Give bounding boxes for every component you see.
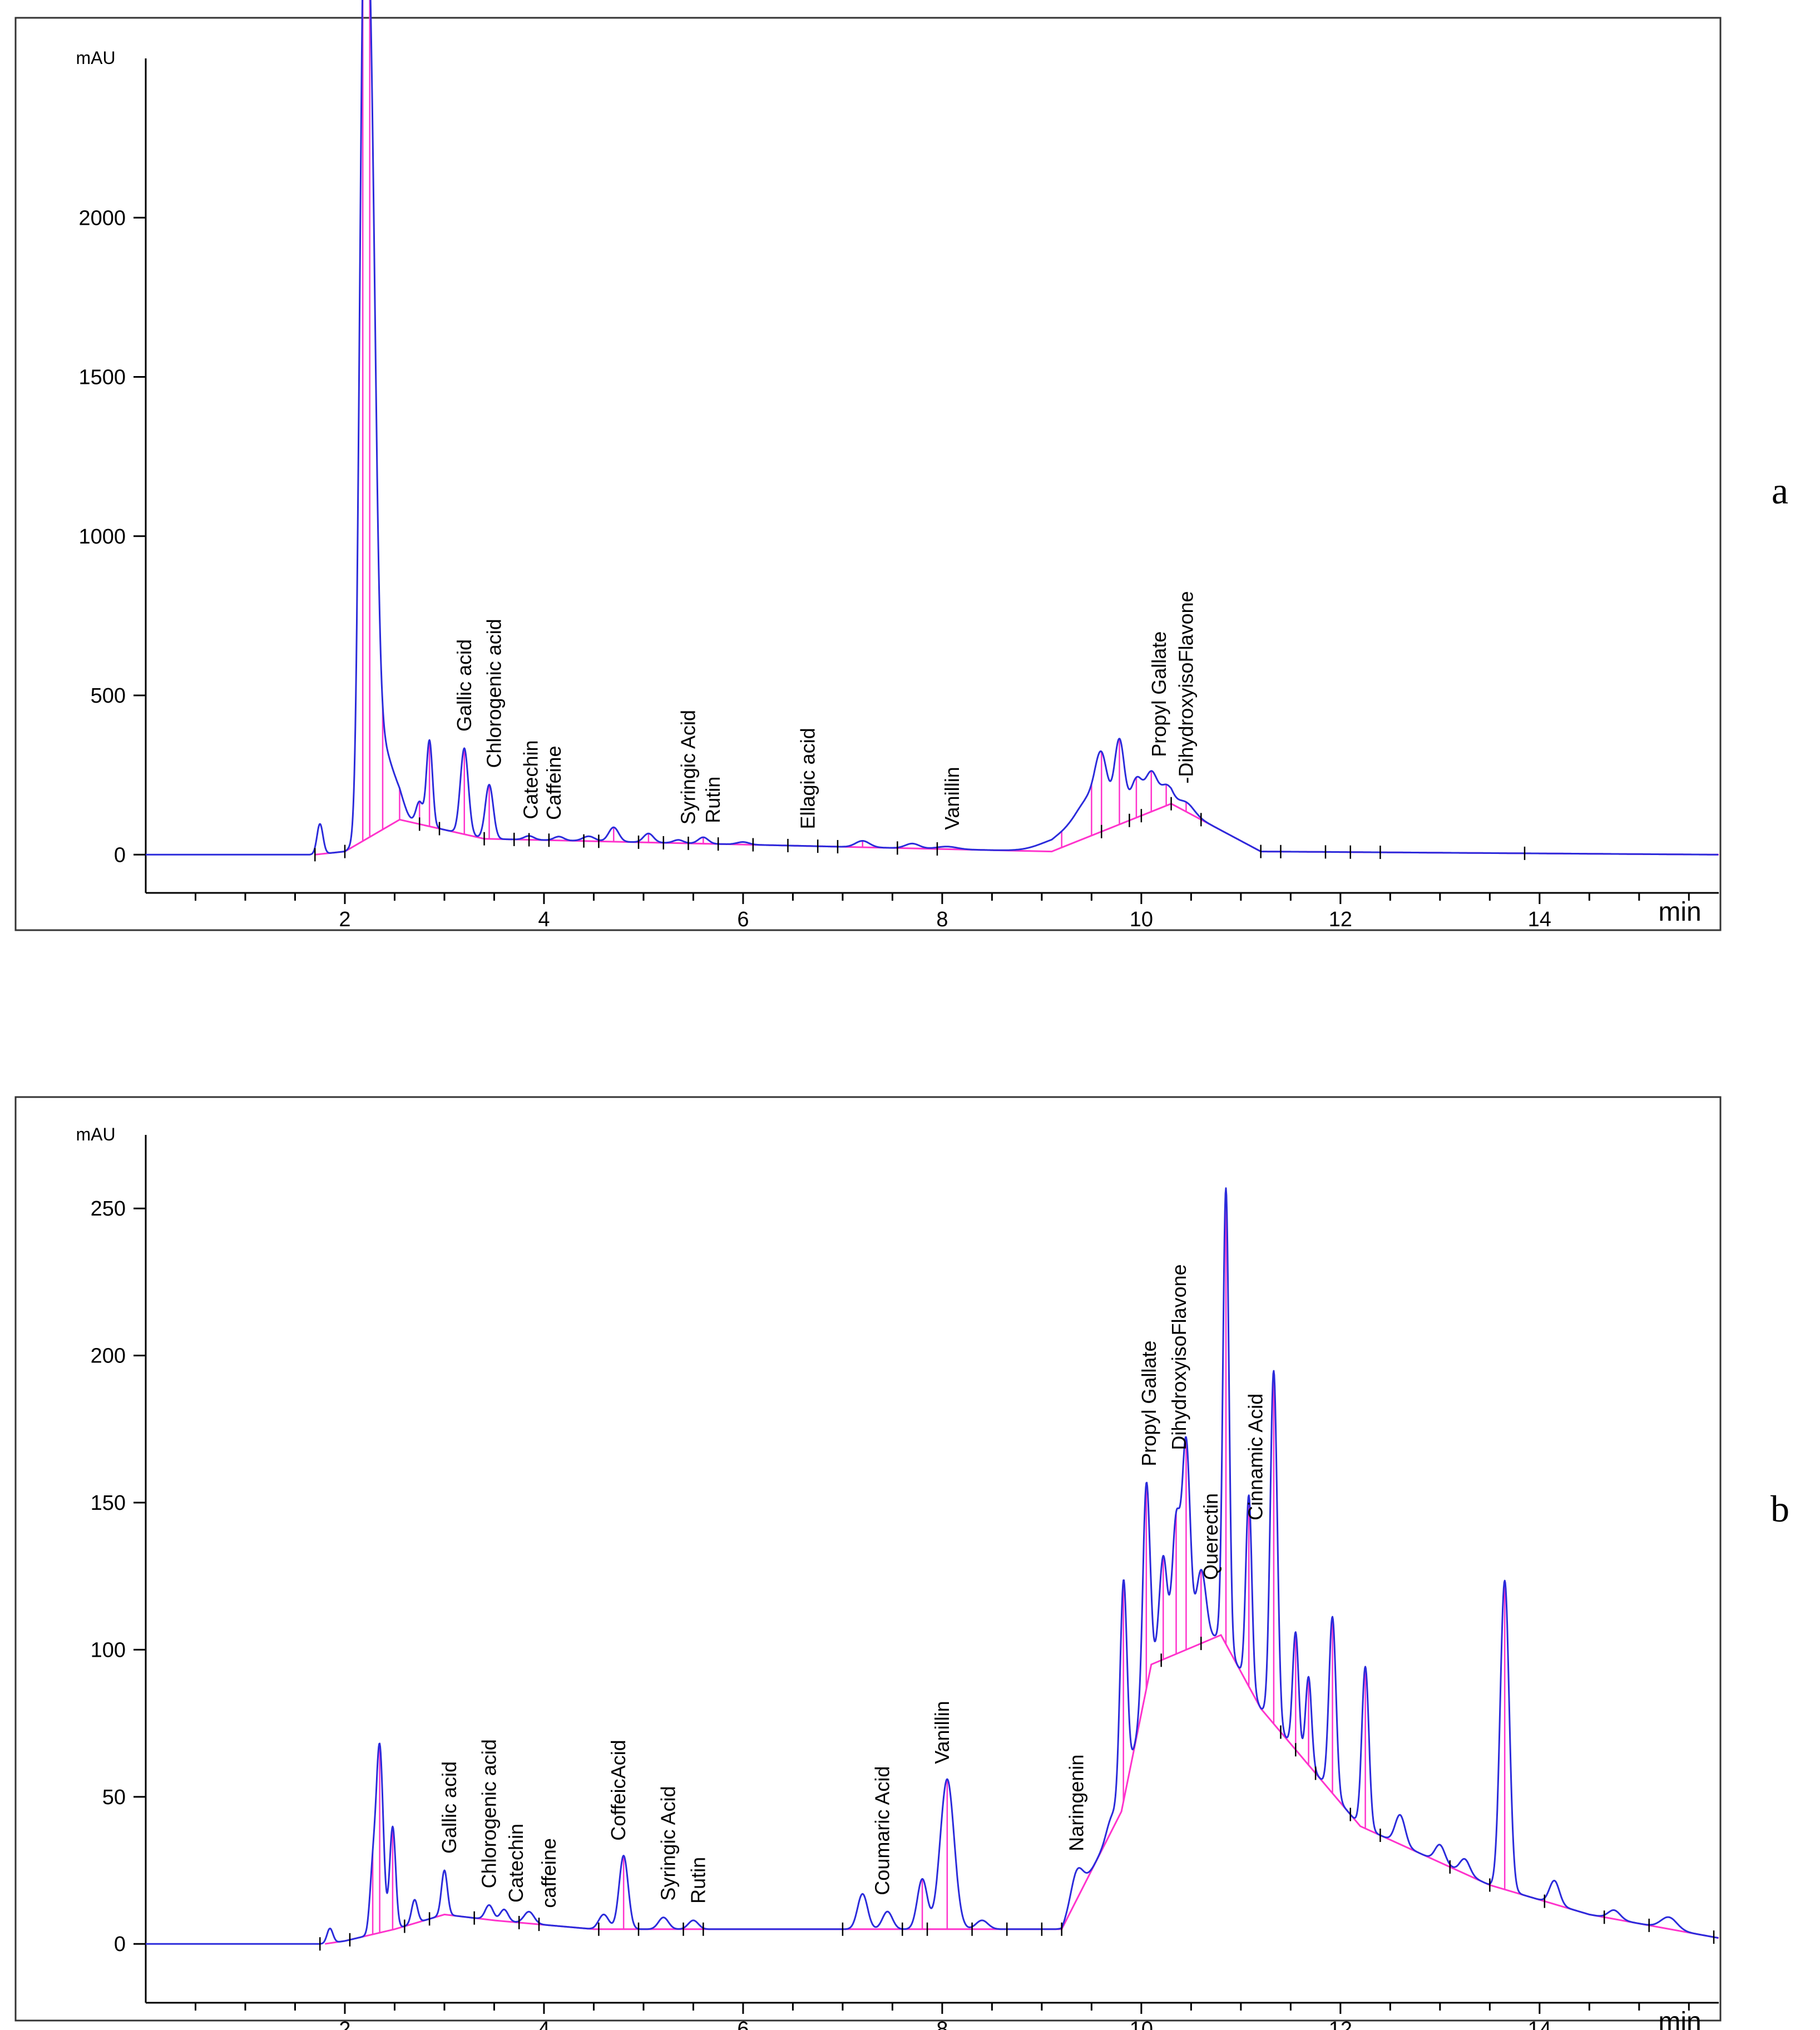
- y-axis-unit: mAU: [76, 1124, 115, 1144]
- peak-label: Propyl Gallate: [1138, 1341, 1160, 1466]
- x-tick-label: 6: [737, 2018, 749, 2030]
- x-tick-label: 12: [1329, 908, 1352, 931]
- x-tick-label: 2: [339, 908, 350, 931]
- peak-label: Vanillin: [941, 767, 963, 829]
- panel-a-frame: [14, 17, 1722, 931]
- peak-label: Cinnamic Acid: [1244, 1394, 1267, 1520]
- y-tick-label: 0: [114, 843, 126, 867]
- y-tick-label: 150: [91, 1491, 126, 1515]
- peak-label: Rutin: [701, 777, 724, 823]
- peak-label: Querectin: [1199, 1493, 1222, 1580]
- peak-label: caffeine: [537, 1838, 560, 1908]
- x-tick-label: 4: [538, 2018, 550, 2030]
- y-axis-unit: mAU: [76, 48, 115, 68]
- chromatogram-trace: [145, 0, 1719, 856]
- y-tick-label: 1500: [78, 366, 126, 389]
- peak-label: Catechin: [505, 1824, 527, 1903]
- y-tick-label: 1000: [78, 525, 126, 549]
- peak-label: Chlorogenic acid: [478, 1739, 501, 1888]
- peak-label: Vanillin: [931, 1701, 953, 1764]
- peak-label: Catechin: [520, 740, 542, 819]
- peak-label: Syringic Acid: [677, 710, 700, 824]
- peak-label: Syringic Acid: [657, 1786, 680, 1901]
- x-tick-label: 8: [936, 2018, 948, 2030]
- x-tick-label: 8: [936, 908, 948, 931]
- panel-a-plot: mAU min 0 500 1000 1500 2000 2 4 6 8 10 12 14 Gallic a…: [76, 0, 1719, 931]
- peak-label: Gallic acid: [438, 1761, 461, 1854]
- chromatogram-panel-b: mAU min 0 50 100 150 200 250 2 4 6 8 10 12 14 Gallic ac…: [14, 1096, 1789, 2030]
- peak-label: Ellagic acid: [796, 728, 819, 829]
- peak-label: CoffeicAcid: [607, 1740, 630, 1840]
- y-tick-label: 100: [91, 1638, 126, 1662]
- peak-label: Gallic acid: [453, 639, 476, 732]
- panel-a-letter: a: [1772, 470, 1788, 512]
- peak-label: Rutin: [686, 1857, 709, 1904]
- y-tick-label: 500: [91, 684, 126, 708]
- x-axis-unit: min: [1658, 2007, 1701, 2030]
- x-tick-label: 10: [1130, 2018, 1153, 2030]
- x-tick-label: 4: [538, 908, 550, 931]
- peak-label: Caffeine: [542, 745, 565, 819]
- y-tick-label: 250: [91, 1197, 126, 1221]
- peak-label: -DihydroxyisoFlavone: [1174, 591, 1197, 783]
- x-tick-label: 2: [339, 2018, 350, 2030]
- integration-baseline: [324, 1634, 1719, 1945]
- chromatogram-panel-a: mAU min 0 500 1000 1500 2000 2 4 6 8 10 12 14 Gallic a…: [14, 0, 1788, 931]
- peak-label: DihydroxyisoFlavone: [1168, 1264, 1190, 1450]
- panel-b-plot: mAU min 0 50 100 150 200 250 2 4 6 8 10 12 14 Gallic ac…: [76, 1124, 1719, 2030]
- panel-b-letter: b: [1770, 1488, 1789, 1530]
- x-tick-label: 14: [1528, 908, 1551, 931]
- x-tick-label: 12: [1329, 2018, 1352, 2030]
- panel-b-frame: [14, 1096, 1722, 2022]
- y-tick-label: 200: [91, 1345, 126, 1368]
- peak-label: Coumaric Acid: [871, 1766, 894, 1895]
- x-tick-label: 10: [1130, 908, 1153, 931]
- peak-label: Naringenin: [1065, 1755, 1088, 1851]
- y-tick-label: 2000: [78, 206, 126, 230]
- peak-label: Chlorogenic acid: [483, 619, 506, 768]
- y-tick-label: 50: [102, 1786, 126, 1809]
- x-tick-label: 6: [737, 908, 749, 931]
- y-tick-label: 0: [114, 1933, 126, 1956]
- peak-label: Propyl Gallate: [1148, 631, 1170, 757]
- chromatogram-trace: [145, 1187, 1719, 1945]
- x-axis-unit: min: [1658, 897, 1701, 927]
- x-tick-label: 14: [1528, 2018, 1551, 2030]
